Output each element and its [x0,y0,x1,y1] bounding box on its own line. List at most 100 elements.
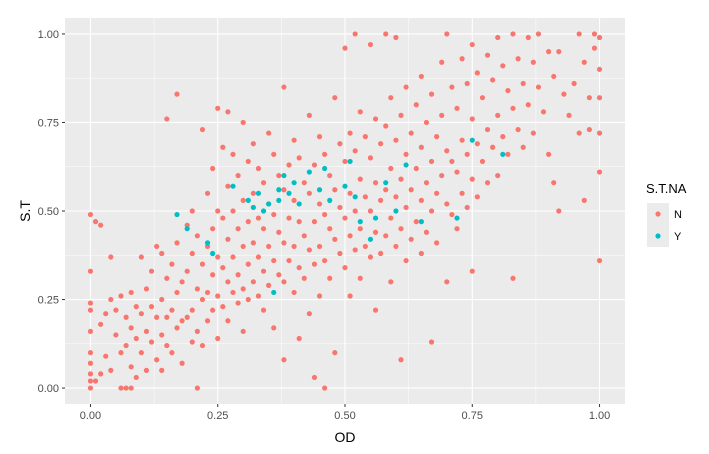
data-point-n [306,247,312,253]
data-point-n [566,112,572,118]
data-point-n [510,275,516,281]
data-point-n [87,371,94,377]
data-point-n [108,296,114,303]
data-point-n [362,243,368,250]
data-point-n [342,45,348,51]
data-point-n [444,279,450,285]
data-point-n [215,208,221,214]
data-point-n [423,180,430,186]
data-point-n [281,187,287,193]
data-point-n [479,95,486,101]
data-point-n [418,250,424,257]
data-point-n [484,180,491,186]
data-point-n [271,211,277,218]
data-point-n [245,296,251,303]
data-point-n [210,307,216,313]
data-point-n [576,130,582,136]
data-point-n [332,350,338,356]
legend-marker-n [655,211,661,217]
data-point-n [240,286,246,292]
data-point-n [352,31,358,37]
data-point-n [118,385,124,391]
data-point-n [586,95,592,101]
data-point-n [266,243,272,250]
data-point-y [271,289,277,296]
data-point-n [357,109,363,115]
data-point-n [372,116,379,122]
data-point-n [464,80,470,87]
data-point-n [194,385,200,391]
data-point-n [327,172,333,179]
data-point-n [367,254,374,260]
data-point-n [215,254,221,260]
data-point-y [174,211,180,218]
data-point-n [413,219,419,225]
data-point-n [87,268,94,274]
data-point-n [449,158,455,165]
data-point-n [337,141,343,147]
data-point-y [347,158,353,165]
data-point-n [128,289,134,296]
data-point-n [225,109,231,115]
data-point-n [296,265,302,271]
data-point-y [296,201,302,207]
data-point-n [495,34,501,41]
data-point-n [164,116,170,122]
data-point-n [220,265,226,271]
data-point-n [169,307,175,313]
data-point-n [255,254,262,260]
data-point-n [347,190,353,196]
data-point-n [271,325,277,331]
data-point-y [367,236,374,242]
data-point-n [495,112,501,118]
data-point-n [276,272,282,278]
data-point-n [245,158,251,165]
data-point-n [103,311,109,317]
data-point-n [250,190,256,196]
data-point-n [159,332,165,338]
data-point-n [596,257,603,264]
data-point-n [260,307,267,313]
data-point-n [561,91,567,97]
x-axis-ticks: 0.00 0.25 0.50 0.75 1.00 [80,404,610,422]
data-point-n [291,243,297,250]
data-point-n [179,360,185,366]
data-point-n [556,208,562,214]
data-point-n [179,279,185,285]
data-point-n [255,165,262,172]
data-point-y [342,183,348,189]
data-point-n [199,261,206,267]
data-point-n [362,134,368,140]
data-point-y [500,151,506,157]
data-point-n [250,141,256,147]
data-point-n [174,325,180,331]
data-point-n [469,41,475,48]
data-point-n [398,357,404,363]
data-point-n [260,226,267,232]
data-point-n [174,289,180,296]
data-point-n [98,371,104,377]
data-point-n [306,311,312,317]
data-point-n [322,211,328,218]
data-point-n [138,350,144,356]
data-point-n [556,49,562,55]
data-point-n [98,222,104,228]
data-point-n [159,250,165,257]
legend: S.T.NA N Y [646,181,687,247]
data-point-n [143,328,150,335]
data-point-y [210,250,216,257]
data-point-n [235,272,241,278]
data-point-n [357,226,363,232]
data-point-n [454,226,460,232]
data-point-n [449,211,455,218]
data-point-n [372,229,379,235]
data-point-n [220,215,226,221]
data-point-n [271,151,277,157]
data-point-n [352,208,358,214]
data-point-n [210,226,216,232]
data-point-n [383,233,389,239]
y-tick-label: 0.75 [38,117,59,129]
data-point-n [281,240,287,246]
data-point-n [332,236,338,242]
data-point-n [235,172,241,179]
